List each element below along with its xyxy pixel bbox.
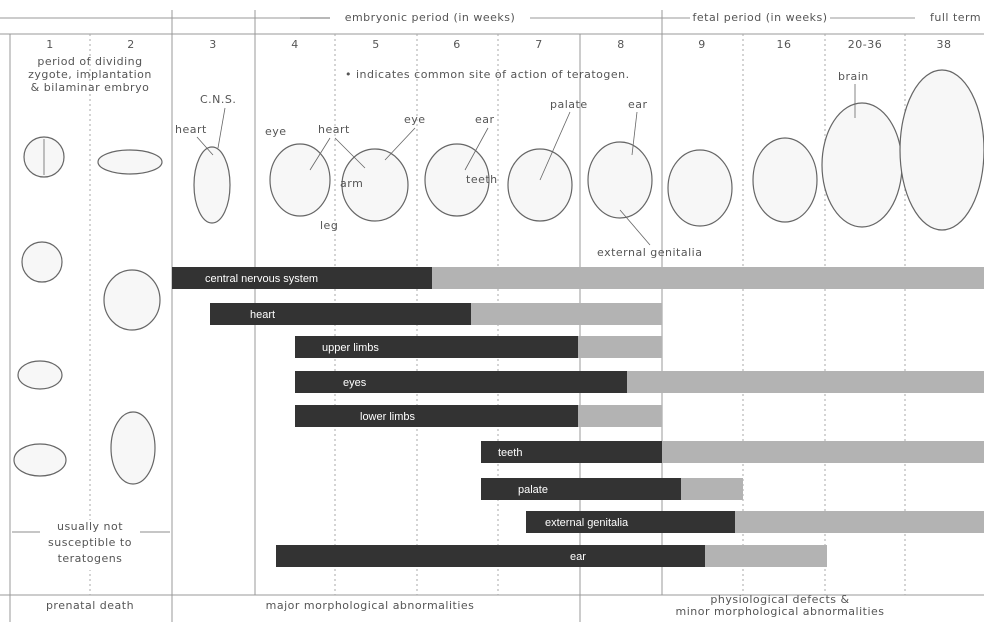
annotation: heart	[318, 123, 350, 136]
week: 16	[777, 38, 792, 51]
note-line: susceptible to	[48, 536, 132, 549]
bar-less-sensitive	[627, 371, 984, 393]
embryonic-period: embryonic period (in weeks)	[345, 11, 516, 24]
week: 38	[937, 38, 952, 51]
week: 7	[535, 38, 543, 51]
bar-label: palate	[518, 484, 548, 496]
bar-label: upper limbs	[322, 342, 379, 354]
week: 5	[372, 38, 380, 51]
footer-label: minor morphological abnormalities	[676, 605, 885, 618]
full-term: full term	[930, 11, 981, 24]
bar-label: teeth	[498, 447, 522, 459]
bar-less-sensitive	[735, 511, 984, 533]
bar-less-sensitive	[681, 478, 743, 500]
bar-label: central nervous system	[205, 273, 318, 285]
annotation: ear	[628, 98, 648, 111]
week: 3	[209, 38, 217, 51]
week: 20-36	[848, 38, 882, 51]
week: 8	[617, 38, 625, 51]
bar-label: lower limbs	[360, 411, 416, 423]
week-labels: 1 2 3 4 5 6 7 8 9 16 20-36 38	[46, 38, 951, 51]
bar-less-sensitive	[578, 336, 662, 358]
week: 4	[291, 38, 299, 51]
annotation: arm	[340, 177, 363, 190]
bar-label: external genitalia	[545, 517, 629, 529]
week: 9	[698, 38, 706, 51]
week: 6	[453, 38, 461, 51]
annotation: ear	[475, 113, 495, 126]
annotation: brain	[838, 70, 869, 83]
note-line: period of dividing	[37, 55, 142, 68]
bar-highly-sensitive	[295, 405, 578, 427]
note-line: usually not	[57, 520, 123, 533]
bars: central nervous system heart upper limbs…	[172, 267, 984, 567]
annotation: C.N.S.	[200, 93, 236, 106]
annotation: eye	[265, 125, 287, 138]
annotation: leg	[320, 219, 338, 232]
bar-highly-sensitive	[276, 545, 705, 567]
week: 1	[46, 38, 54, 51]
footer-label: prenatal death	[46, 599, 134, 612]
teratogen-note: • indicates common site of action of ter…	[345, 68, 630, 81]
annotation: heart	[175, 123, 207, 136]
annotation: teeth	[466, 173, 498, 186]
bar-less-sensitive	[471, 303, 662, 325]
bar-less-sensitive	[432, 267, 984, 289]
bar-label: heart	[250, 309, 275, 321]
bar-less-sensitive	[578, 405, 662, 427]
footer-label: major morphological abnormalities	[266, 599, 475, 612]
note-line: zygote, implantation	[28, 68, 152, 81]
note-line: teratogens	[58, 552, 123, 565]
annotation: external genitalia	[597, 246, 702, 259]
note-line: & bilaminar embryo	[31, 81, 150, 94]
fetal-period: fetal period (in weeks)	[692, 11, 827, 24]
bar-label: ear	[570, 551, 586, 563]
bar-less-sensitive	[705, 545, 827, 567]
annotation: eye	[404, 113, 426, 126]
week: 2	[127, 38, 135, 51]
annotation: palate	[550, 98, 588, 111]
bar-label: eyes	[343, 377, 367, 389]
bar-highly-sensitive	[481, 478, 681, 500]
bar-less-sensitive	[662, 441, 984, 463]
teratogen-chart: embryonic period (in weeks) fetal period…	[0, 0, 984, 622]
